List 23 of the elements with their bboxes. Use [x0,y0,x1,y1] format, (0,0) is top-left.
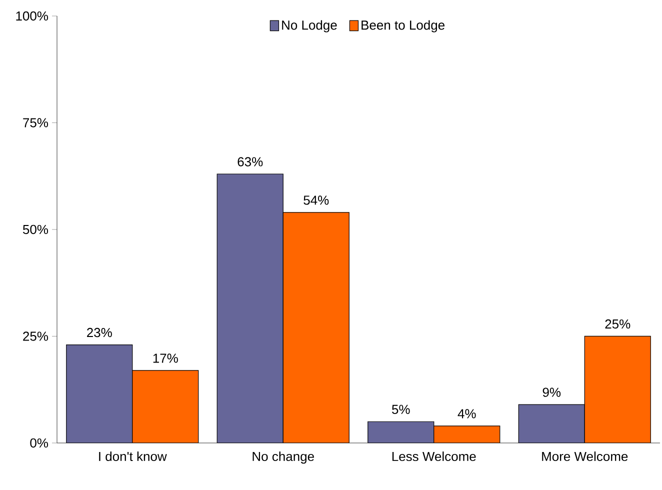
data-label: 17% [153,354,178,363]
x-tick-label: Less Welcome [392,452,476,462]
y-tick-label: 0% [30,438,48,448]
bar [368,422,434,443]
y-tick-label: 50% [22,224,48,234]
y-tick-label: 25% [23,332,48,341]
legend-label: Been to Lodge [362,20,445,32]
legend-label: No Lodge [282,20,337,32]
data-label: 63% [238,157,263,166]
y-tick-label: 75% [23,118,48,128]
data-label: 4% [458,409,476,418]
data-label: 5% [392,404,410,414]
x-tick-label: More Welcome [542,452,628,462]
x-tick-label: No change [252,452,314,464]
data-label: 23% [87,328,112,338]
data-label: 9% [542,388,561,397]
x-tick-label: I don't know [99,452,167,462]
data-label: 25% [605,319,630,329]
y-tick-label: 100% [16,11,48,21]
bar [518,404,585,443]
bar [217,174,284,443]
data-label: 54% [304,196,329,205]
bar [66,344,132,443]
